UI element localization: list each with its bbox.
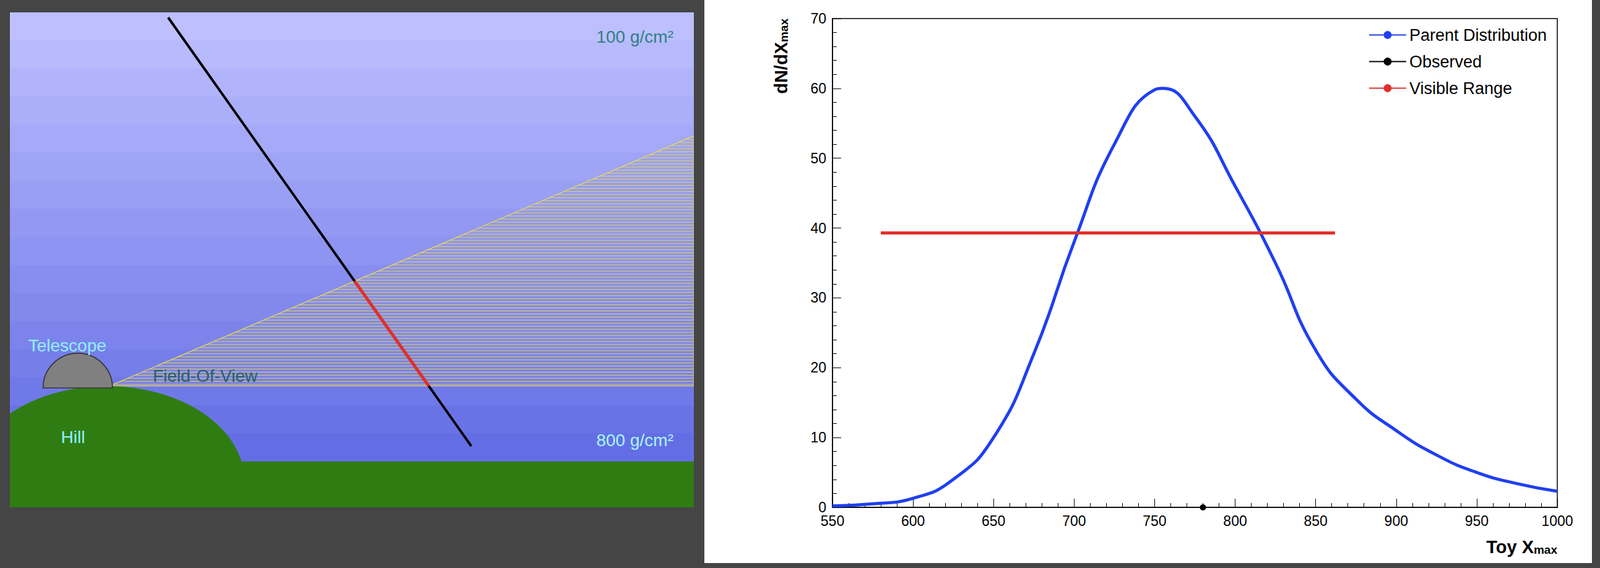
svg-text:60: 60 (810, 80, 827, 97)
svg-text:20: 20 (810, 359, 827, 376)
svg-text:Visible Range: Visible Range (1409, 79, 1513, 98)
svg-text:750: 750 (1142, 513, 1167, 530)
svg-text:max: max (1533, 543, 1558, 557)
svg-text:50: 50 (810, 150, 827, 167)
svg-text:700: 700 (1062, 513, 1086, 530)
svg-text:70: 70 (810, 10, 827, 27)
svg-text:900: 900 (1384, 513, 1409, 530)
svg-text:600: 600 (901, 513, 925, 530)
svg-text:Toy X: Toy X (1486, 537, 1534, 558)
svg-text:40: 40 (810, 220, 827, 237)
svg-text:650: 650 (981, 513, 1006, 530)
svg-text:Observed: Observed (1409, 52, 1482, 72)
svg-text:30: 30 (810, 289, 827, 306)
svg-text:Telescope: Telescope (28, 336, 107, 356)
svg-text:Parent Distribution: Parent Distribution (1409, 25, 1547, 45)
svg-text:max: max (777, 18, 791, 43)
svg-text:dN/dX: dN/dX (771, 41, 792, 94)
svg-text:0: 0 (818, 499, 827, 516)
svg-text:Hill: Hill (60, 427, 85, 447)
svg-text:1000: 1000 (1541, 513, 1573, 530)
svg-text:Field-Of-View: Field-Of-View (152, 366, 259, 386)
svg-text:550: 550 (820, 513, 845, 530)
svg-text:850: 850 (1303, 513, 1328, 530)
svg-text:950: 950 (1465, 513, 1489, 530)
svg-text:800 g/cm²: 800 g/cm² (596, 430, 674, 450)
svg-text:10: 10 (810, 429, 827, 446)
svg-text:100 g/cm²: 100 g/cm² (596, 27, 674, 47)
svg-text:800: 800 (1223, 513, 1247, 530)
